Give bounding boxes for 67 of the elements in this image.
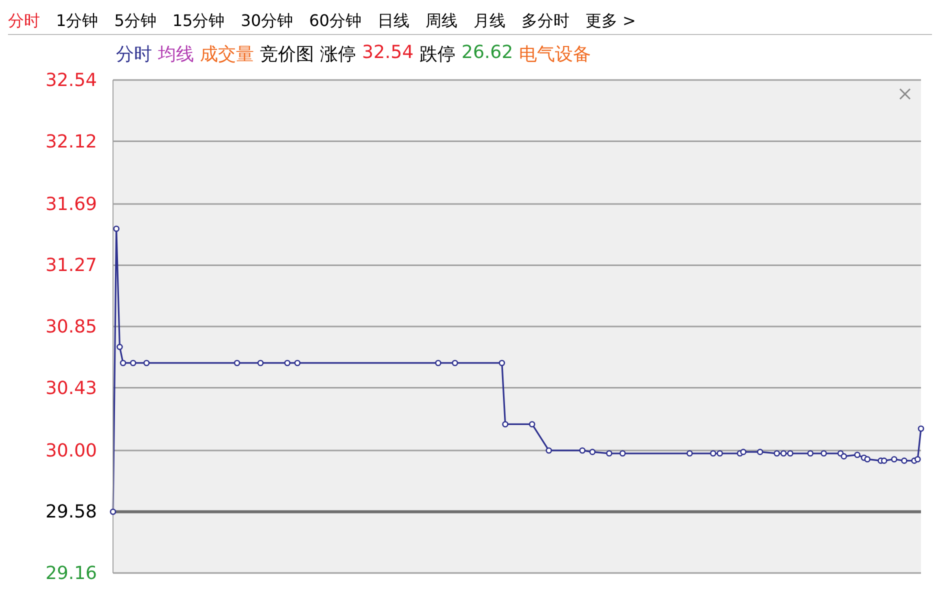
- point: [234, 360, 240, 366]
- point: [284, 360, 290, 366]
- point: [528, 421, 536, 428]
- text: 1分钟: [56, 10, 98, 32]
- text: 分时: [116, 43, 152, 66]
- text: 日线: [377, 10, 410, 32]
- point: [820, 450, 827, 457]
- point: [918, 425, 924, 432]
- point: [110, 508, 116, 515]
- point: [294, 360, 301, 366]
- point: [774, 450, 780, 457]
- point: [716, 450, 723, 457]
- point: [452, 360, 458, 366]
- text: 多分时: [521, 10, 570, 32]
- text: 月线: [473, 10, 506, 32]
- point: [113, 226, 120, 232]
- point: [130, 360, 136, 366]
- point: [606, 450, 612, 457]
- point: [546, 447, 552, 454]
- point: [780, 450, 787, 457]
- text: 26.62: [462, 42, 514, 65]
- point: [807, 450, 814, 457]
- point: [579, 447, 586, 454]
- point: [914, 456, 921, 462]
- y-tick-label: 32.54: [45, 70, 97, 91]
- point: [619, 450, 626, 457]
- point: [589, 448, 596, 456]
- y-tick-label: 32.12: [45, 131, 97, 152]
- point: [116, 344, 123, 350]
- y-tick-label: 29.16: [45, 563, 97, 584]
- y-tick-label: 30.43: [45, 378, 97, 399]
- point: [740, 448, 746, 456]
- text: 跌停: [420, 43, 456, 66]
- point: [686, 450, 693, 457]
- text: 电气设备: [519, 43, 592, 66]
- text: 32.54: [362, 42, 414, 65]
- y-tick-label: 30.00: [45, 440, 97, 462]
- text: 15分钟: [172, 10, 225, 32]
- text: 60分钟: [309, 10, 362, 32]
- point: [864, 456, 871, 462]
- text: 30分钟: [240, 10, 294, 32]
- text: 涨停: [320, 43, 356, 66]
- point: [891, 456, 898, 462]
- point: [840, 453, 848, 460]
- text: 均线: [158, 43, 194, 66]
- point: [880, 458, 888, 464]
- point: [257, 360, 264, 366]
- y-tick-label: 30.85: [45, 316, 97, 338]
- point: [143, 360, 150, 366]
- point: [756, 448, 764, 456]
- point: [901, 458, 908, 464]
- point: [710, 450, 716, 457]
- y-tick-label: 31.69: [45, 194, 97, 215]
- text: 竞价图: [260, 43, 314, 66]
- point: [854, 452, 860, 458]
- text: 周线: [425, 10, 458, 32]
- y-tick-label: 31.27: [45, 255, 97, 276]
- text: 分时: [8, 10, 40, 32]
- point: [498, 360, 506, 366]
- text: 5分钟: [114, 10, 156, 32]
- point: [120, 360, 126, 366]
- point: [435, 360, 442, 366]
- text: 更多 >: [585, 10, 636, 32]
- point: [502, 421, 508, 428]
- point: [787, 450, 794, 457]
- text: 成交量: [200, 43, 254, 66]
- y-tick-label: 29.58: [45, 502, 97, 523]
